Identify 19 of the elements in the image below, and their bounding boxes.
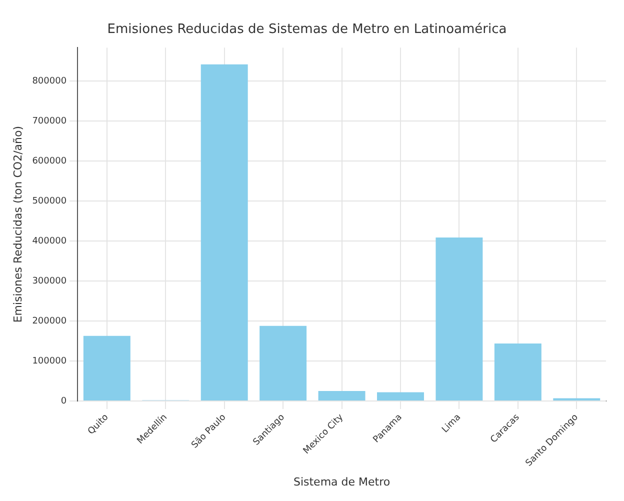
y-tick-label: 200000 xyxy=(32,316,67,326)
bar xyxy=(260,326,307,401)
bar xyxy=(83,336,130,401)
y-tick-label: 100000 xyxy=(32,356,67,366)
chart-title: Emisiones Reducidas de Sistemas de Metro en Latinoamérica xyxy=(107,22,507,38)
bar xyxy=(200,64,248,401)
bar xyxy=(436,238,483,401)
y-tick-label: 800000 xyxy=(32,76,67,87)
y-tick-label: 700000 xyxy=(32,116,67,127)
bar xyxy=(318,391,366,401)
y-tick-label: 400000 xyxy=(32,236,67,246)
y-tick-label: 300000 xyxy=(32,276,67,286)
x-axis-title: Sistema de Metro xyxy=(293,475,390,488)
y-tick-label: 0 xyxy=(60,396,67,406)
y-tick-label: 500000 xyxy=(32,196,67,206)
bar xyxy=(494,343,542,401)
y-tick-label: 600000 xyxy=(32,156,67,166)
y-axis-title: Emisiones Reducidas (ton CO2/año) xyxy=(11,126,24,323)
bar xyxy=(377,392,424,401)
